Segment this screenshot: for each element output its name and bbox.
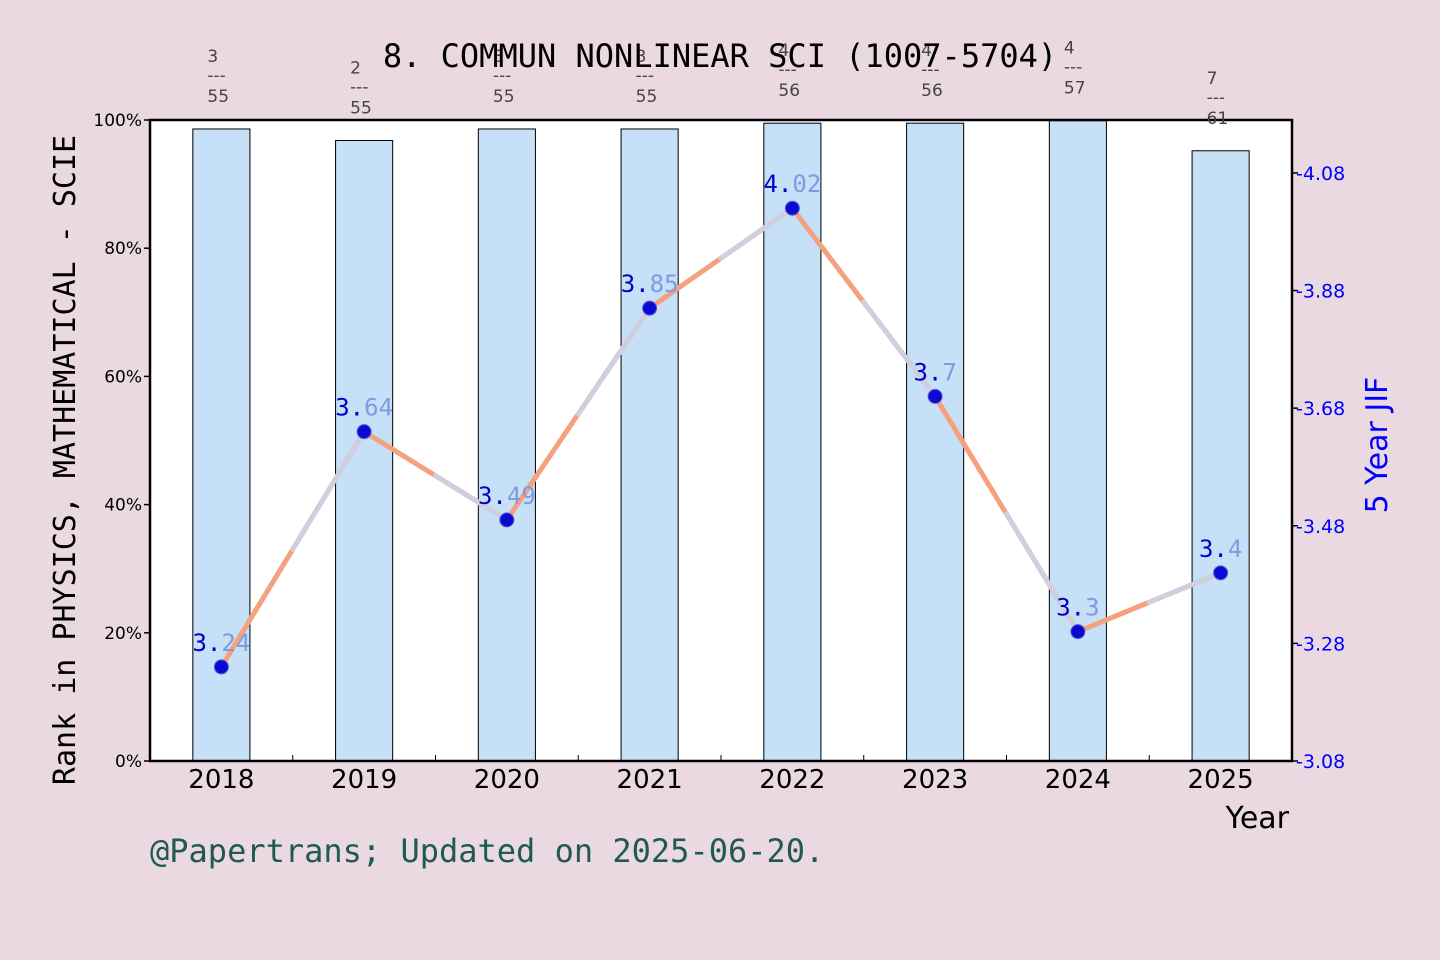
jif-line-overlay — [433, 473, 510, 523]
rank-numerator: 7 — [1207, 69, 1218, 89]
left-tick-label: 100% — [93, 111, 142, 131]
jif-marker — [642, 300, 658, 316]
rank-separator: --- — [778, 60, 796, 80]
right-axis-label: 5 Year JIF — [1360, 377, 1395, 514]
rank-denominator: 56 — [921, 81, 943, 101]
jif-value-label: 3.24 — [192, 629, 250, 657]
jif-line-overlay — [1146, 570, 1224, 605]
rank-separator: --- — [493, 66, 511, 86]
right-tick-label: -3.08 — [1296, 751, 1345, 773]
x-axis-label: Year — [1224, 801, 1289, 836]
left-tick-label: 40% — [104, 496, 142, 516]
right-tick-label: -3.68 — [1296, 398, 1345, 420]
rank-bar-2024 — [1048, 120, 1107, 762]
rank-denominator: 55 — [493, 87, 515, 107]
jif-value-label: 3.49 — [478, 482, 536, 510]
rank-bar-2020 — [477, 128, 536, 762]
rank-denominator: 55 — [207, 87, 229, 107]
jif-marker — [1070, 624, 1086, 640]
rank-bar-2025 — [1191, 150, 1250, 762]
footer-note: @Papertrans; Updated on 2025-06-20. — [150, 832, 825, 870]
rank-separator: --- — [207, 66, 225, 86]
jif-line-overlay — [290, 429, 367, 552]
rank-denominator: 55 — [636, 87, 658, 107]
right-tick-label: -4.08 — [1296, 163, 1345, 185]
jif-marker — [927, 388, 943, 404]
rank-separator: --- — [1207, 88, 1225, 108]
jif-value-label: 4.02 — [763, 170, 821, 198]
rank-separator: --- — [350, 78, 368, 98]
jif-line-overlay — [575, 305, 653, 417]
rank-numerator: 3 — [493, 47, 504, 67]
rank-bar-2023 — [906, 122, 965, 762]
x-tick-label: 2022 — [759, 765, 825, 795]
rank-denominator: 55 — [350, 99, 372, 119]
jif-value-label: 3.85 — [621, 270, 679, 298]
x-tick-label: 2021 — [617, 765, 683, 795]
x-tick-label: 2019 — [331, 765, 397, 795]
jif-value-label: 3.3 — [1056, 594, 1099, 622]
rank-separator: --- — [636, 66, 654, 86]
rank-denominator: 57 — [1064, 79, 1086, 99]
x-tick-label: 2018 — [188, 765, 254, 795]
rank-numerator: 3 — [207, 47, 218, 67]
rank-bar-2019 — [335, 140, 394, 762]
x-tick-label: 2023 — [902, 765, 968, 795]
rank-numerator: 4 — [778, 41, 789, 61]
rank-numerator: 3 — [636, 47, 647, 67]
jif-marker — [499, 512, 515, 528]
left-tick-label: 80% — [104, 239, 142, 259]
jif-marker — [784, 200, 800, 216]
right-tick-label: -3.28 — [1296, 633, 1345, 655]
rank-denominator: 61 — [1207, 109, 1229, 129]
right-tick-label: -3.88 — [1296, 281, 1345, 303]
rank-numerator: 2 — [350, 59, 361, 79]
rank-numerator: 4 — [921, 41, 932, 61]
jif-marker — [213, 659, 229, 675]
jif-marker — [356, 424, 372, 440]
rank-separator: --- — [1064, 58, 1082, 78]
left-axis-label: Rank in PHYSICS, MATHEMATICAL - SCIE — [48, 135, 83, 785]
rank-numerator: 4 — [1064, 39, 1075, 59]
jif-marker — [1213, 565, 1229, 581]
right-tick-label: -3.48 — [1296, 516, 1345, 538]
left-tick-label: 0% — [115, 752, 142, 772]
x-tick-label: 2020 — [474, 765, 540, 795]
jif-line-overlay — [861, 299, 938, 399]
left-tick-label: 60% — [104, 367, 142, 387]
rank-bar-2021 — [620, 128, 679, 762]
rank-separator: --- — [921, 60, 939, 80]
jif-value-label: 3.7 — [913, 358, 956, 386]
plot-area — [150, 120, 1292, 761]
jif-value-label: 3.4 — [1199, 535, 1242, 563]
jif-line-overlay — [718, 205, 795, 261]
x-tick-label: 2024 — [1045, 765, 1111, 795]
rank-bar-2022 — [763, 122, 822, 762]
left-tick-label: 20% — [104, 624, 142, 644]
jif-line-overlay — [1004, 511, 1081, 635]
chart-title: 8. COMMUN NONLINEAR SCI (1007-5704) — [383, 37, 1057, 75]
rank-bar-2018 — [192, 128, 251, 762]
rank-denominator: 56 — [778, 81, 800, 101]
x-tick-label: 2025 — [1188, 765, 1254, 795]
jif-value-label: 3.64 — [335, 394, 393, 422]
